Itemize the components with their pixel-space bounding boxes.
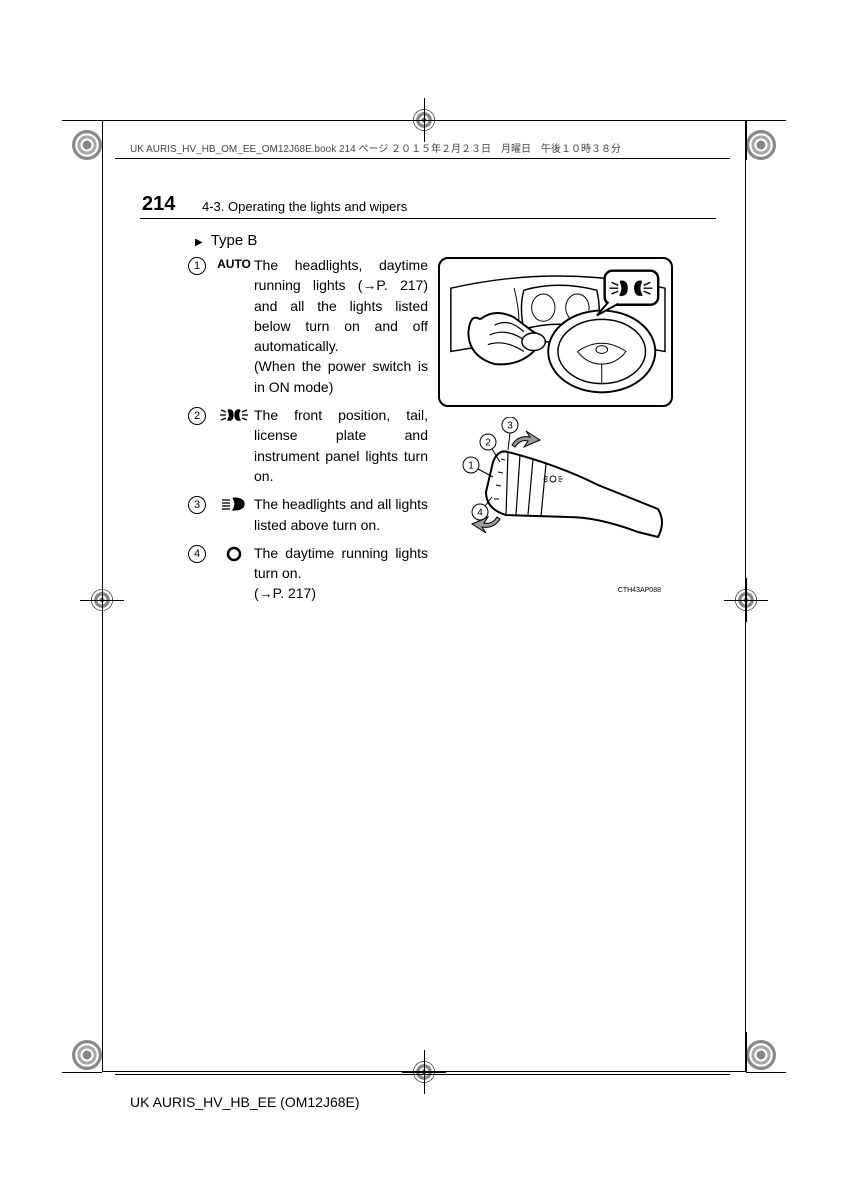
list-item: 1 AUTO The headlights, daytime running l…	[188, 255, 428, 397]
item-description: The headlights and all lights listed abo…	[254, 494, 428, 535]
list-item: 4 The daytime running lights turn on.(→P…	[188, 543, 428, 604]
position-lights-icon	[214, 405, 254, 486]
crop-mark-br	[746, 1040, 776, 1070]
crop-line	[746, 1072, 786, 1073]
page-number: 214	[142, 193, 175, 216]
svg-text:3: 3	[507, 421, 513, 432]
publication-header: UK AURIS_HV_HB_OM_EE_OM12J68E.book 214 ペ…	[130, 140, 621, 155]
item-description: The front position, tail, license plate …	[254, 405, 428, 486]
crop-line	[62, 1072, 102, 1073]
section-title: 4-3. Operating the lights and wipers	[202, 199, 407, 214]
crop-mark-tl	[72, 130, 102, 160]
diagram-container: 3 2 1 4 CTH43AP088	[438, 257, 673, 577]
image-code: CTH43AP088	[618, 587, 661, 594]
footer-rule	[115, 1074, 730, 1075]
svg-text:1: 1	[468, 461, 474, 472]
auto-icon: AUTO	[214, 255, 254, 397]
crop-line	[746, 120, 786, 121]
type-label: Type B	[195, 232, 257, 249]
section-rule	[140, 218, 716, 219]
drl-icon	[214, 543, 254, 604]
list-item: 3 The headlights and all lights listed a…	[188, 494, 428, 535]
item-number: 3	[188, 496, 206, 514]
dashboard-illustration	[438, 257, 673, 407]
crop-mark-bl	[72, 1040, 102, 1070]
content-list: 1 AUTO The headlights, daytime running l…	[188, 255, 428, 612]
item-description: The headlights, daytime running lights (…	[254, 255, 428, 397]
item-description: The daytime running lights turn on.(→P. …	[254, 543, 428, 604]
footer-text: UK AURIS_HV_HB_EE (OM12J68E)	[130, 1094, 360, 1110]
crop-line	[62, 120, 102, 121]
item-number: 2	[188, 407, 206, 425]
item-number: 1	[188, 257, 206, 275]
stalk-illustration: 3 2 1 4	[438, 417, 673, 572]
svg-text:4: 4	[477, 508, 483, 519]
list-item: 2 The front position, tail, license plat…	[188, 405, 428, 486]
item-number: 4	[188, 545, 206, 563]
crop-mark-tr	[746, 130, 776, 160]
headlights-icon	[214, 494, 254, 535]
svg-text:2: 2	[485, 438, 491, 449]
header-rule	[115, 158, 730, 159]
